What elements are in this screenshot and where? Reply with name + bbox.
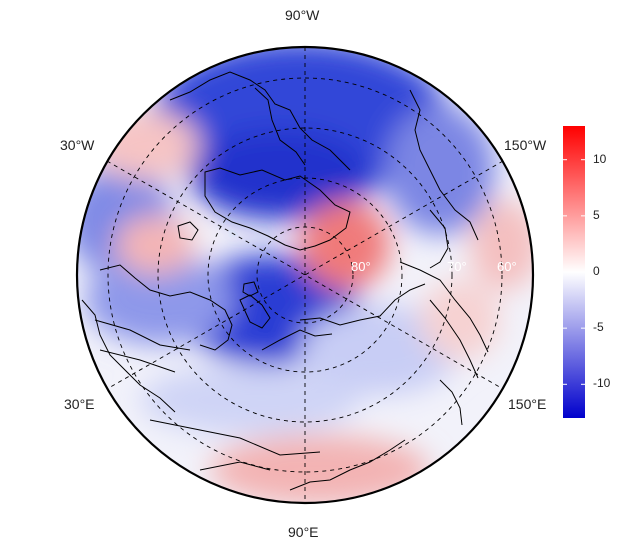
- coast-iceland: [177, 221, 199, 241]
- colorbar-tick-label: 0: [593, 264, 600, 278]
- coast-japan: [439, 379, 463, 426]
- longitude-label-90w: 90°W: [285, 7, 320, 23]
- anomaly-blob-north-atlantic: [90, 110, 200, 180]
- coast-chukotka: [399, 261, 489, 353]
- colorbar-tick-label: 10: [593, 151, 607, 166]
- coast-europe: [81, 299, 176, 413]
- coast-china: [289, 439, 406, 491]
- colorbar: [563, 126, 585, 418]
- anomaly-blob-bering: [470, 200, 533, 290]
- anomaly-blob-alaska: [385, 105, 495, 235]
- coast-alaska: [409, 89, 479, 241]
- map-boundary: [75, 45, 535, 505]
- coast-greenland: [204, 167, 351, 251]
- coast-hudson-bay: [254, 87, 306, 166]
- anomaly-blob-beaufort: [300, 200, 390, 290]
- anomaly-blob-mongolia: [210, 435, 430, 503]
- longitude-label-90e: 90°E: [288, 524, 319, 540]
- longitude-label-30e: 30°E: [64, 396, 95, 412]
- border-europe-1: [94, 319, 191, 351]
- coast-kamchatka: [429, 299, 479, 379]
- coast-svalbard: [242, 281, 259, 297]
- latitude-label-60: 60°: [497, 259, 517, 274]
- colorbar-tick-label: -5: [593, 320, 604, 335]
- anomaly-blob-scandinavia: [85, 255, 235, 345]
- coast-taymyr: [261, 329, 333, 351]
- anomaly-blob-east-siberia: [420, 280, 500, 360]
- border-asia-1: [149, 419, 321, 456]
- graticule: [106, 47, 504, 503]
- latitude-circle-50: [107, 77, 503, 473]
- border-europe-2: [99, 349, 176, 373]
- latitude-label-80: 80°: [351, 259, 371, 274]
- colorbar-gradient: [563, 126, 585, 418]
- coast-alaska-west: [429, 209, 449, 269]
- anomaly-blob-iceland: [115, 215, 195, 275]
- longitude-label-30w: 30°W: [60, 137, 95, 153]
- coast-scandinavia: [99, 264, 233, 351]
- latitude-label-70: 70°: [447, 259, 467, 274]
- coast-canada-north: [169, 71, 351, 171]
- colorbar-tick-label: 5: [593, 207, 600, 222]
- longitude-label-150w: 150°W: [504, 137, 547, 153]
- anomaly-field: [77, 47, 533, 503]
- latitude-circle-60: [157, 127, 453, 423]
- coast-novaya-zemlya: [239, 294, 271, 329]
- border-asia-2: [199, 461, 271, 471]
- anomaly-blob-siberia: [300, 305, 460, 395]
- colorbar-ticks: [563, 159, 585, 385]
- anomaly-blob-arctic-archipelago: [190, 130, 370, 220]
- longitude-label-150e: 150°E: [508, 396, 547, 412]
- colorbar-tick-label: -10: [593, 376, 611, 391]
